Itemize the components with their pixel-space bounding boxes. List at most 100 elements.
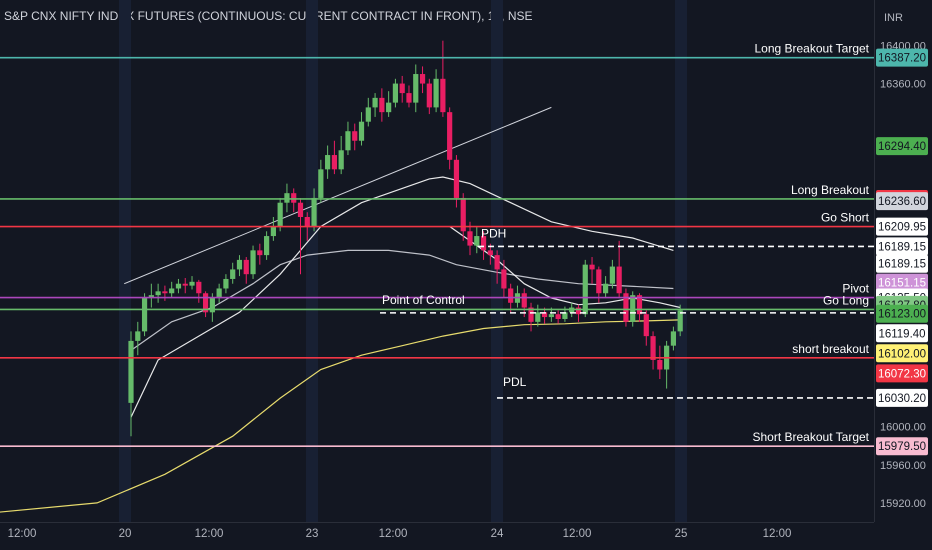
- price-badge-label: 16151.15: [878, 278, 926, 290]
- candle-body: [575, 307, 582, 315]
- candle-body: [426, 83, 432, 108]
- candle-body: [297, 202, 304, 217]
- price-badge: [876, 192, 928, 211]
- candle-body: [379, 97, 385, 113]
- candle-body: [609, 266, 615, 284]
- candle-body: [264, 236, 270, 256]
- candle-body: [209, 298, 215, 313]
- price-badge-label: 16102.00: [878, 348, 926, 360]
- level-label: Short Breakout Target: [752, 430, 869, 444]
- price-badge: [876, 237, 928, 256]
- price-badge: [876, 254, 928, 273]
- candle-body: [128, 340, 134, 403]
- candle-body: [603, 283, 609, 294]
- candle-body: [372, 97, 378, 108]
- candle-body: [541, 312, 548, 318]
- candle-body: [148, 295, 154, 299]
- candle-body: [535, 312, 541, 322]
- candle-body: [616, 266, 622, 294]
- candle-body: [223, 278, 229, 289]
- candle-body: [657, 359, 663, 370]
- currency-label: INR: [884, 12, 903, 24]
- time-tick-label: 12:00: [563, 528, 592, 540]
- day-separator: [675, 0, 687, 522]
- candle-body: [243, 259, 249, 275]
- price-tick-label: 15960.00: [880, 460, 926, 472]
- price-badge-label: 16123.00: [878, 309, 926, 321]
- candle-body: [358, 121, 365, 141]
- candle-body: [141, 298, 148, 332]
- day-separator: [306, 0, 318, 522]
- candle-body: [318, 169, 324, 198]
- trendline-layer: [124, 106, 552, 285]
- price-badge-label: 16072.30: [878, 368, 926, 380]
- levels: Long Breakout Target Long Breakout Go Shor…: [0, 42, 874, 448]
- candle-body: [196, 281, 202, 294]
- candle-body: [596, 269, 602, 294]
- candle-body: [331, 155, 337, 170]
- candle-body: [630, 295, 636, 322]
- price-badge: [876, 364, 928, 383]
- candle-body: [257, 250, 263, 256]
- candle-body: [501, 269, 507, 289]
- candle-body: [460, 197, 466, 232]
- level-label: Pivot: [842, 282, 869, 296]
- candle-body: [623, 293, 629, 322]
- level-label: PDH: [481, 226, 506, 240]
- candle-body: [352, 131, 358, 141]
- candle-body: [562, 312, 568, 319]
- candle-body: [325, 155, 331, 170]
- price-badge: [876, 344, 928, 363]
- price-badge-label: 16387.20: [878, 53, 926, 65]
- candle-body: [650, 336, 656, 360]
- candle-body: [487, 250, 493, 256]
- moving-average-line: [130, 249, 674, 351]
- price-badge: [876, 304, 928, 323]
- candle-body: [291, 193, 297, 203]
- candle-body: [480, 236, 487, 251]
- candle-body: [677, 310, 683, 332]
- candle-body: [162, 291, 168, 294]
- price-badge: [876, 324, 928, 343]
- candle-body: [643, 314, 649, 337]
- candle-body: [155, 291, 161, 296]
- time-tick-label: 25: [675, 528, 688, 540]
- candle-body: [521, 293, 527, 308]
- price-tick-label: 15920.00: [880, 498, 926, 510]
- price-badge: [876, 137, 928, 156]
- candle-body: [169, 288, 175, 294]
- candle-body: [528, 307, 534, 322]
- grid: [119, 0, 687, 522]
- candle-body: [175, 283, 182, 289]
- price-badge: [876, 388, 928, 407]
- candle-body: [433, 78, 439, 108]
- candle-body: [508, 288, 514, 303]
- time-tick-label: 12:00: [763, 528, 792, 540]
- candle-body: [413, 74, 419, 103]
- candle-body: [365, 107, 371, 122]
- candle-body: [589, 264, 595, 270]
- time-tick-label: 24: [491, 528, 504, 540]
- day-separator: [119, 0, 131, 522]
- candle-body: [636, 295, 643, 315]
- candle-body: [494, 255, 500, 270]
- candle-body: [189, 281, 195, 286]
- candle-body: [311, 197, 317, 227]
- candle-body: [392, 83, 399, 103]
- price-badges: 16387.2016294.4016238.9016236.6016209.95…: [876, 48, 928, 456]
- price-badge-label: 16030.20: [878, 393, 926, 405]
- price-badge-label: 16189.15: [878, 241, 926, 253]
- price-badge-label: 16119.40: [878, 328, 925, 340]
- price-tick-label: 16360.00: [880, 79, 926, 91]
- price-badge-label: 16209.95: [878, 222, 926, 234]
- candle-body: [338, 150, 344, 170]
- level-label: Long Breakout: [791, 183, 870, 197]
- candle-body: [284, 193, 290, 203]
- candle-body: [440, 78, 446, 113]
- candle-body: [304, 217, 310, 227]
- candle-body: [453, 159, 460, 198]
- level-label: Point of Control: [382, 293, 465, 307]
- trendline: [124, 106, 552, 285]
- price-badge-label: 15979.50: [878, 441, 926, 453]
